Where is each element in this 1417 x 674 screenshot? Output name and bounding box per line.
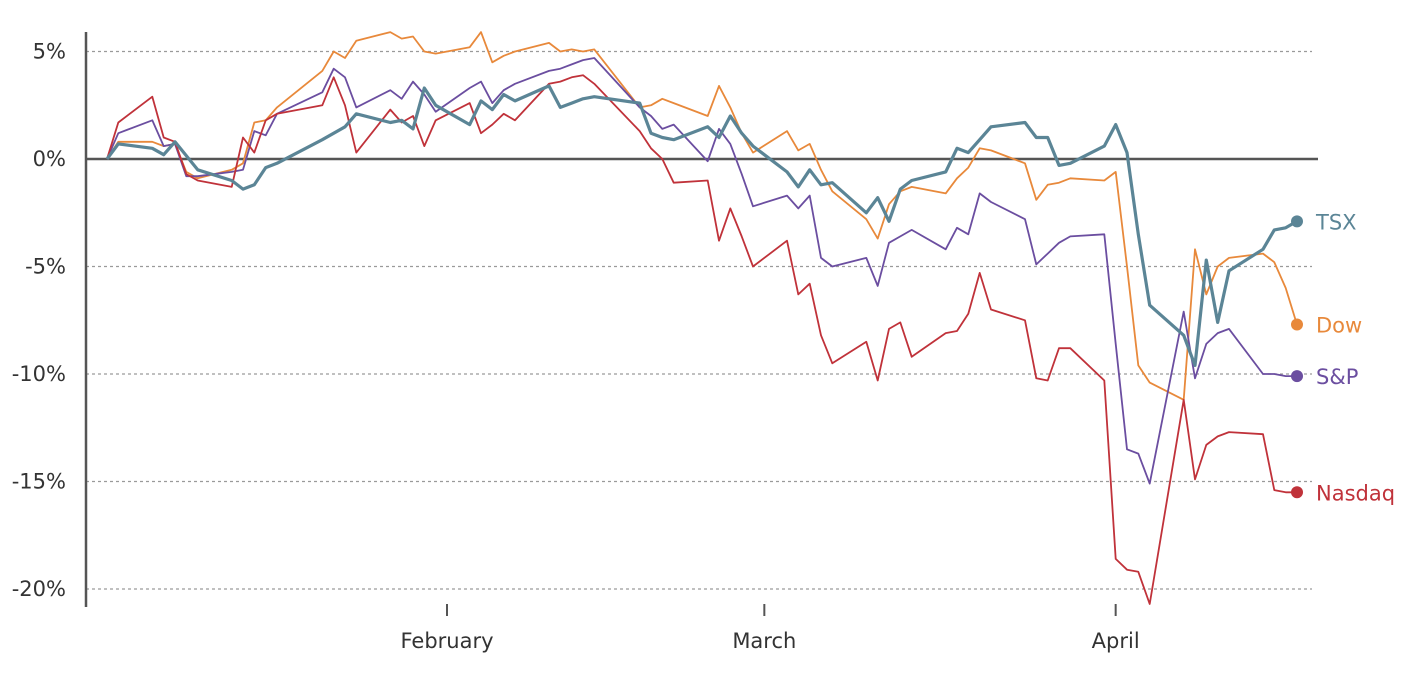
y-axis-tick-labels: 5% 0% -5% -10% -15% -20% (12, 40, 66, 602)
series-label: TSX (1315, 210, 1357, 234)
series-end-dot (1291, 486, 1303, 499)
series-end-dot (1291, 318, 1303, 331)
series-label: Nasdaq (1316, 481, 1395, 505)
y-tick-label: -15% (12, 470, 66, 494)
series-label: Dow (1316, 314, 1362, 338)
series-end-dot (1291, 370, 1303, 383)
series-line-nasdaq (106, 74, 1297, 605)
y-tick-label: 0% (33, 147, 66, 171)
y-tick-label: -20% (12, 577, 66, 601)
series-lines (105, 31, 1298, 605)
gridlines (86, 50, 1312, 590)
x-tick-label: April (1092, 629, 1140, 653)
series-line-tsx (105, 84, 1298, 367)
series-end-markers (1291, 215, 1303, 499)
y-tick-label: 5% (33, 40, 66, 64)
series-label: S&P (1316, 365, 1358, 389)
series-line-sp (106, 57, 1297, 485)
series-labels: TSX Dow S&P Nasdaq (1315, 210, 1395, 505)
x-axis-tick-labels: February March April (400, 629, 1139, 653)
axes (84, 32, 1318, 616)
series-line-dow (106, 31, 1298, 401)
series-end-dot (1291, 215, 1303, 228)
y-tick-label: -5% (25, 255, 66, 279)
x-tick-label: March (732, 629, 796, 653)
x-tick-label: February (400, 629, 493, 653)
y-tick-label: -10% (12, 362, 66, 386)
